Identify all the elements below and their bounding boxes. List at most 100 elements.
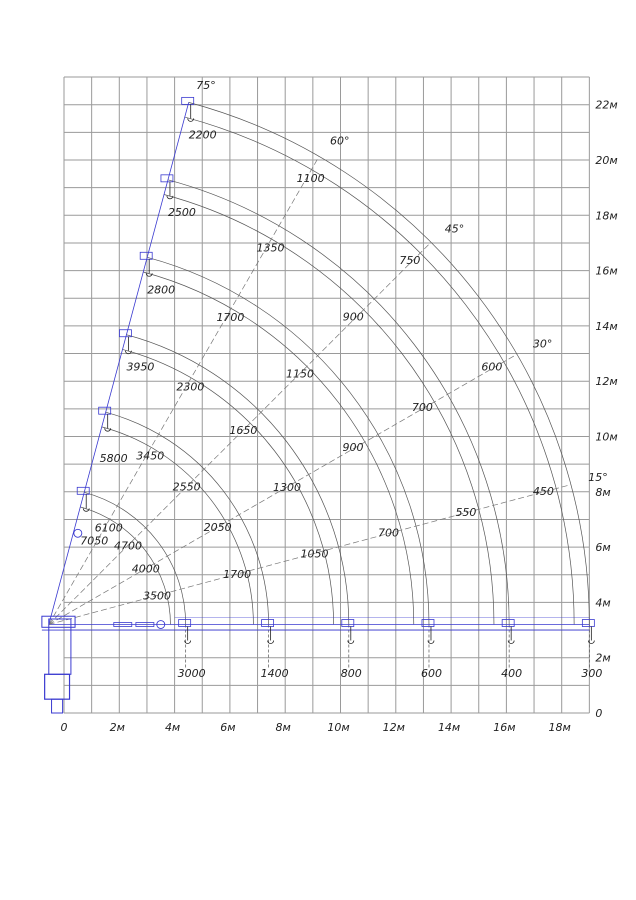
reach-arc <box>126 334 350 625</box>
reach-arc <box>167 179 510 625</box>
load-label-60deg: 1350 <box>257 241 285 254</box>
load-label-75deg: 5800 <box>100 452 128 465</box>
y-tick-label: 22м <box>595 99 617 112</box>
load-label-15deg: 550 <box>455 506 476 519</box>
load-label-15deg: 3500 <box>143 590 171 603</box>
y-tick-label: 14м <box>595 320 617 333</box>
boom-joint <box>156 620 166 629</box>
load-label-0deg: 300 <box>581 667 602 680</box>
boom-line-75 <box>48 102 190 625</box>
y-tick-label: 8м <box>595 486 610 499</box>
load-label-75deg: 2200 <box>189 128 217 141</box>
load-label-45deg: 2550 <box>173 481 201 494</box>
angle-lines <box>48 102 590 625</box>
angle-line-45 <box>48 242 432 625</box>
x-tick-label: 6м <box>220 721 235 734</box>
y-tick-label: 20м <box>595 154 617 167</box>
boom-head-icon <box>160 174 174 183</box>
y-tick-label: 2м <box>595 652 610 665</box>
load-label-30deg: 4000 <box>132 563 160 576</box>
load-label-45deg: 900 <box>343 311 364 324</box>
load-labels: 15° 30° 45° 60° 75° 3000 1400 800 600 400 300 3500 1… <box>80 79 608 680</box>
load-label-75deg: 7050 <box>80 534 108 547</box>
hook-icon <box>507 626 515 644</box>
x-tick-label: 8м <box>276 721 291 734</box>
load-label-75deg: 3950 <box>126 361 154 374</box>
load-label-45deg: 750 <box>399 254 420 267</box>
load-label-30deg: 1300 <box>273 481 301 494</box>
reach-arcs <box>80 102 590 669</box>
x-tick-label: 2м <box>110 721 125 734</box>
x-tick-label: 0 <box>61 721 68 734</box>
hooks <box>76 96 595 644</box>
hook-icon <box>587 626 595 644</box>
load-label-45deg: 4700 <box>114 539 142 552</box>
load-label-30deg: 700 <box>412 401 433 414</box>
load-label-30deg: 900 <box>342 441 363 454</box>
load-label-75deg: 2800 <box>147 283 175 296</box>
load-label-60deg: 6100 <box>95 522 123 535</box>
load-label-0deg: 1400 <box>261 667 289 680</box>
reach-arc <box>101 426 254 625</box>
load-label-60deg: 2300 <box>176 380 204 393</box>
angle-line-60 <box>48 156 320 625</box>
load-label-0deg: 400 <box>501 667 522 680</box>
load-label-60deg: 3450 <box>136 450 164 463</box>
boom-head-icon <box>421 619 435 627</box>
hook-icon <box>104 414 112 432</box>
boom-head-icon <box>341 619 355 627</box>
y-tick-label: 6м <box>595 541 610 554</box>
hook-icon <box>145 259 153 277</box>
hook-icon <box>166 181 174 200</box>
angle-label: 45° <box>445 223 465 236</box>
boom-head-icon <box>98 406 112 415</box>
load-label-45deg: 1150 <box>286 367 314 380</box>
hook-icon <box>347 626 355 644</box>
angle-label: 15° <box>588 471 608 484</box>
hook-icon <box>184 626 192 644</box>
hook-icon <box>187 104 195 122</box>
load-label-30deg: 600 <box>481 361 502 374</box>
boom-head-icon <box>261 619 275 627</box>
angle-line-30 <box>48 353 518 625</box>
boom-head-icon <box>139 251 153 260</box>
crane-leg <box>51 698 64 714</box>
reach-arc <box>163 194 495 625</box>
load-label-60deg: 1100 <box>297 172 325 185</box>
load-label-15deg: 450 <box>533 485 554 498</box>
reach-arc <box>84 491 187 625</box>
grid <box>63 76 590 714</box>
load-label-15deg: 700 <box>378 527 399 540</box>
y-tick-label: 0 <box>595 707 602 720</box>
angle-label: 60° <box>330 134 350 147</box>
boom-head-icon <box>178 619 192 627</box>
angle-label: 30° <box>533 337 553 350</box>
reach-arc <box>147 256 430 625</box>
angle-line-15 <box>48 484 572 625</box>
load-label-15deg: 1700 <box>223 568 251 581</box>
y-tick-label: 16м <box>595 265 617 278</box>
crane-base <box>44 673 71 700</box>
angle-label: 75° <box>196 79 216 92</box>
x-tick-label: 10м <box>327 721 349 734</box>
boom-head-icon <box>181 96 195 105</box>
y-tick-label: 10м <box>595 431 617 444</box>
load-label-30deg: 2050 <box>204 521 232 534</box>
load-label-0deg: 800 <box>341 667 362 680</box>
x-tick-label: 12м <box>383 721 405 734</box>
axis-ticks: 0 2м 4м 6м 8м 10м 12м 14м 16м 18м 0 2м 4м 6м 8м 10м 12м 1… <box>61 99 618 734</box>
y-tick-label: 4м <box>595 596 610 609</box>
load-label-0deg: 3000 <box>178 667 206 680</box>
load-label-45deg: 1650 <box>229 424 257 437</box>
reach-arc <box>188 102 590 625</box>
x-tick-label: 14м <box>438 721 460 734</box>
y-tick-label: 18м <box>595 209 617 222</box>
boom-head-icon <box>581 619 595 627</box>
boom-cylinder <box>113 622 133 627</box>
crane-column <box>48 618 72 675</box>
crane-drawing <box>41 528 590 714</box>
boom-head-icon <box>76 486 90 495</box>
hook-icon <box>267 626 275 644</box>
reach-arc <box>105 411 269 625</box>
